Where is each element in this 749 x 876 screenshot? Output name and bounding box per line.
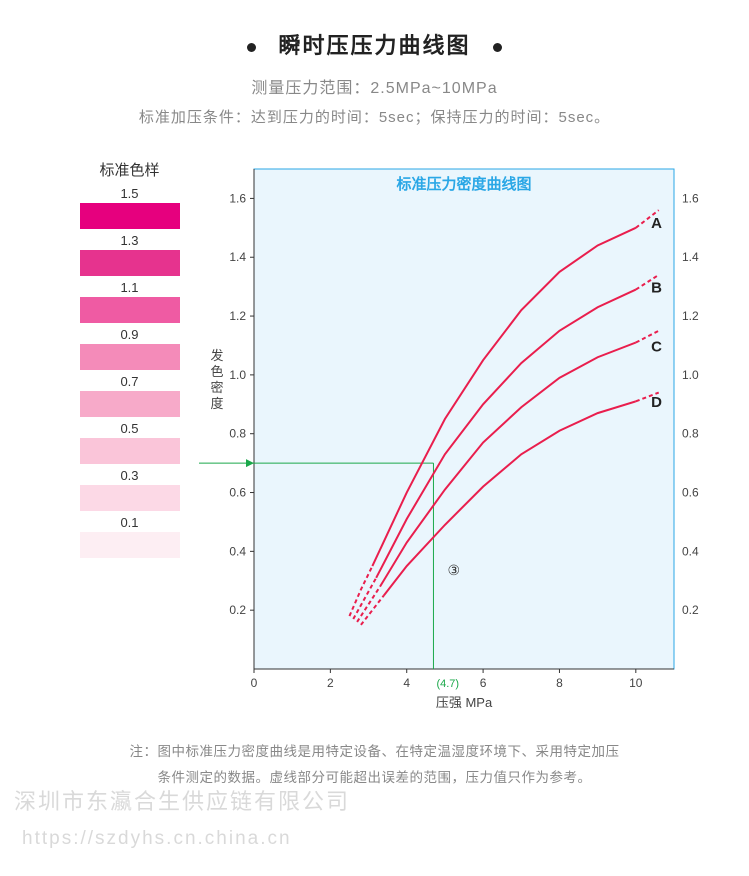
color-swatch-column: 标准色样 1.5 1.3 1.1 0.9 0.7 0.5 0.3 0.1 [60, 159, 199, 719]
ytick-label-right: 1.2 [682, 309, 699, 323]
footnote-line2: 条件测定的数据。虚线部分可能超出误差的范围，压力值只作为参考。 [158, 770, 592, 785]
curve-label-B: B [651, 280, 662, 297]
swatch-box [80, 203, 180, 229]
watermark-company: 深圳市东瀛合生供应链有限公司 [14, 784, 350, 816]
page: 瞬时压压力曲线图 测量压力范围：2.5MPa~10MPa 标准加压条件：达到压力… [0, 0, 749, 876]
swatch-label: 1.5 [60, 186, 199, 201]
ytick-label: 1.0 [229, 368, 246, 382]
swatch-box [80, 485, 180, 511]
xtick-label: 6 [480, 676, 487, 690]
ytick-label: 0.4 [229, 544, 246, 558]
swatch-label: 0.5 [60, 421, 199, 436]
guide-label-bottom: ③ [447, 562, 460, 578]
swatch-label: 1.1 [60, 280, 199, 295]
plot-area [254, 169, 674, 669]
swatch-list: 1.5 1.3 1.1 0.9 0.7 0.5 0.3 0.1 [60, 186, 199, 558]
curve-label-D: D [651, 394, 662, 411]
ytick-label: 0.2 [229, 603, 246, 617]
swatch-item: 0.1 [60, 515, 199, 558]
ytick-label-right: 0.2 [682, 603, 699, 617]
y-axis-label: 色 [210, 364, 223, 379]
swatch-box [80, 438, 180, 464]
ytick-label-right: 1.4 [682, 250, 699, 264]
xtick-label: 4 [403, 676, 410, 690]
footnote-line1: 注：图中标准压力密度曲线是用特定设备、在特定温湿度环境下、采用特定加压 [130, 744, 620, 759]
swatch-item: 1.3 [60, 233, 199, 276]
swatch-item: 1.5 [60, 186, 199, 229]
swatch-label: 0.1 [60, 515, 199, 530]
swatch-label: 0.7 [60, 374, 199, 389]
page-title: 瞬时压压力曲线图 [278, 33, 470, 58]
chart-container: 标准压力密度曲线图 0.2 0.2 0.4 0.4 0.6 0.6 0.8 0.8 1.0 1.0 1… [199, 159, 719, 719]
page-title-row: 瞬时压压力曲线图 [0, 28, 749, 60]
ytick-label-right: 0.4 [682, 544, 699, 558]
y-axis-label: 度 [210, 396, 223, 411]
ytick-label: 0.8 [229, 427, 246, 441]
swatch-label: 0.3 [60, 468, 199, 483]
swatch-item: 0.3 [60, 468, 199, 511]
ytick-label: 1.2 [229, 309, 246, 323]
ytick-label: 1.6 [229, 191, 246, 205]
guide-x-value: (4.7) [436, 678, 459, 690]
xtick-label: 10 [629, 676, 643, 690]
xtick-label: 8 [556, 676, 563, 690]
ytick-label: 0.6 [229, 486, 246, 500]
xtick-label: 0 [251, 676, 258, 690]
xtick-label: 2 [327, 676, 334, 690]
body-row: 标准色样 1.5 1.3 1.1 0.9 0.7 0.5 0.3 0.1 标准压力密度曲线图 0… [0, 159, 749, 719]
ytick-label: 1.4 [229, 250, 246, 264]
swatch-box [80, 344, 180, 370]
swatch-box [80, 391, 180, 417]
ytick-label-right: 1.0 [682, 368, 699, 382]
swatch-box [80, 532, 180, 558]
swatch-box [80, 297, 180, 323]
bullet-icon [247, 43, 256, 52]
swatch-item: 1.1 [60, 280, 199, 323]
swatch-label: 1.3 [60, 233, 199, 248]
swatch-item: 0.9 [60, 327, 199, 370]
bullet-icon [493, 43, 502, 52]
ytick-label-right: 0.8 [682, 427, 699, 441]
watermark-url: https://szdyhs.cn.china.cn [22, 828, 292, 850]
curve-label-A: A [651, 215, 662, 232]
ytick-label-right: 1.6 [682, 191, 699, 205]
swatch-title: 标准色样 [60, 159, 199, 180]
x-axis-label: 压强 MPa [436, 695, 493, 710]
arrow-icon [246, 459, 254, 467]
pressure-density-chart: 标准压力密度曲线图 0.2 0.2 0.4 0.4 0.6 0.6 0.8 0.8 1.0 1.0 1… [199, 159, 719, 719]
footnote: 注：图中标准压力密度曲线是用特定设备、在特定温湿度环境下、采用特定加压 条件测定… [0, 739, 749, 790]
subtitle-conditions: 标准加压条件：达到压力的时间：5sec；保持压力的时间：5sec。 [0, 106, 749, 127]
subtitle-range: 测量压力范围：2.5MPa~10MPa [0, 74, 749, 98]
swatch-item: 0.5 [60, 421, 199, 464]
curve-label-C: C [651, 338, 662, 355]
swatch-label: 0.9 [60, 327, 199, 342]
y-axis-label: 发 [210, 348, 223, 363]
ytick-label-right: 0.6 [682, 486, 699, 500]
chart-title: 标准压力密度曲线图 [395, 175, 531, 193]
swatch-box [80, 250, 180, 276]
y-axis-label: 密 [210, 380, 223, 395]
swatch-item: 0.7 [60, 374, 199, 417]
